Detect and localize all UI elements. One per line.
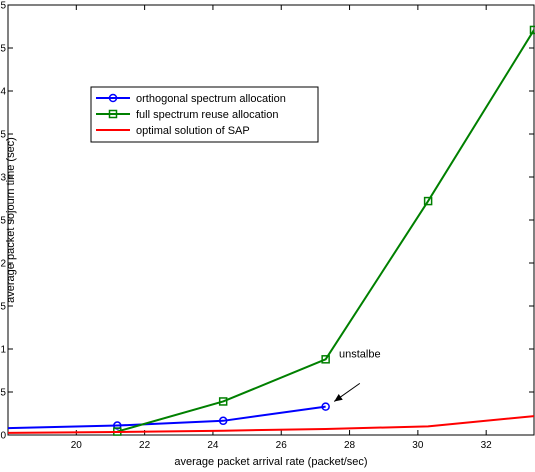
series-line — [117, 29, 534, 433]
x-axis-label: average packet arrival rate (packet/sec) — [174, 456, 367, 468]
y-tick-label: 2.5 — [0, 216, 6, 227]
y-tick-label: 4 — [0, 87, 6, 98]
data-point-circle — [108, 93, 118, 103]
plot-area — [7, 4, 535, 436]
y-tick-label: 2 — [0, 259, 6, 270]
x-axis: 20 22 24 26 28 30 32 — [71, 5, 492, 451]
legend: orthogonal spectrum allocation full spect… — [90, 86, 319, 143]
series-1 — [8, 405, 326, 430]
series-layer — [8, 25, 535, 436]
x-tick-label: 28 — [344, 440, 356, 451]
legend-label: full spectrum reuse allocation — [136, 109, 278, 121]
series-line — [8, 405, 326, 430]
annotation: unstalbe — [333, 349, 381, 402]
y-tick-label: 4.5 — [0, 44, 6, 55]
x-tick-label: 24 — [207, 440, 219, 451]
x-tick-label: 26 — [276, 440, 288, 451]
data-point-circle — [321, 402, 330, 411]
x-tick-label: 32 — [481, 440, 493, 451]
annotation-arrow-head — [334, 393, 343, 402]
annotation-text: unstalbe — [339, 349, 381, 361]
data-point-circle — [218, 416, 228, 426]
x-tick-label: 22 — [139, 440, 151, 451]
data-point-square — [108, 109, 118, 119]
plot-frame — [7, 4, 535, 436]
legend-label: orthogonal spectrum allocation — [136, 93, 286, 105]
data-point-square — [529, 25, 535, 35]
x-tick-label: 30 — [412, 440, 424, 451]
y-tick-label: 3.5 — [0, 130, 6, 141]
y-axis-label: average packet sojourn time (sec) — [5, 137, 17, 303]
data-point-circle — [113, 421, 122, 430]
data-point-square — [321, 355, 330, 364]
series-line — [8, 415, 534, 434]
series-1-markers — [113, 402, 330, 430]
series-2 — [117, 29, 534, 433]
data-point-square — [423, 196, 433, 206]
data-point-square — [218, 397, 228, 406]
x-tick-label: 20 — [71, 440, 83, 451]
y-tick-label: 0 — [0, 431, 6, 442]
y-tick-label: 3 — [0, 173, 6, 184]
y-tick-label: 0.5 — [0, 388, 6, 399]
series-3 — [8, 415, 534, 434]
y-tick-label: 1.5 — [0, 302, 6, 313]
legend-label: optimal solution of SAP — [136, 125, 250, 137]
y-tick-label: 1 — [0, 345, 6, 356]
y-tick-label: 5 — [0, 1, 6, 12]
y-axis: 0 0.5 1 1.5 2 2.5 3 3.5 4 4.5 5 — [0, 1, 534, 442]
